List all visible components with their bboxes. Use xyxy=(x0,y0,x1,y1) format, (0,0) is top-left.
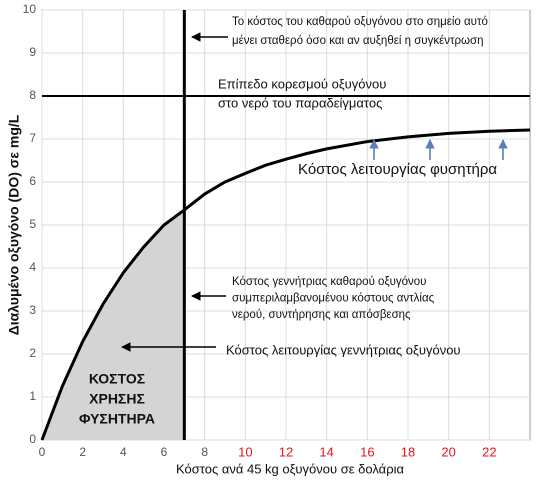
y-tick-label: 2 xyxy=(29,346,36,360)
area-label: ΦΥΣΗΤΗΡΑ xyxy=(79,411,155,427)
curve xyxy=(40,128,531,441)
x-tick-label: 12 xyxy=(279,444,293,459)
y-tick-label: 3 xyxy=(29,303,36,317)
x-tick-label: 14 xyxy=(319,444,333,459)
annotation: νερού, συντήρησης και απόσβεσης xyxy=(232,309,411,321)
annotation: Επίπεδο κορεσμού οξυγόνου xyxy=(218,76,386,91)
y-axis-label: Διαλυμένο οξυγόνο (DO) σε mg/L xyxy=(6,114,22,335)
x-tick-label: 18 xyxy=(401,444,415,459)
y-tick-label: 6 xyxy=(29,174,36,188)
annotation: συμπεριλαμβανομένου κόστους αντλίας xyxy=(232,293,435,305)
y-tick-label: 10 xyxy=(23,2,37,16)
y-tick-label: 4 xyxy=(29,260,36,274)
y-tick-label: 1 xyxy=(29,389,36,403)
y-tick-label: 8 xyxy=(29,88,36,102)
x-tick-label: 22 xyxy=(482,444,496,459)
x-tick-label: 10 xyxy=(238,444,252,459)
area-label: ΧΡΗΣΗΣ xyxy=(89,391,145,407)
x-tick-label: 0 xyxy=(39,445,46,459)
annotation: Κόστος λειτουργίας φυσητήρα xyxy=(298,161,497,178)
x-tick-label: 4 xyxy=(120,445,127,459)
annotation: Το κόστος του καθαρού οξυγόνου στο σημεί… xyxy=(232,16,488,28)
annotation: Κόστος λειτουργίας γεννήτριας οξυγόνου xyxy=(226,342,461,357)
y-tick-label: 0 xyxy=(29,432,36,446)
annotation: μένει σταθερό όσο και αν αυξηθεί η συγκέ… xyxy=(232,35,484,47)
x-axis-label: Κόστος ανά 45 kg οξυγόνου σε δολάρια xyxy=(176,461,404,476)
y-tick-label: 7 xyxy=(29,131,36,145)
y-tick-label: 9 xyxy=(29,45,36,59)
x-tick-label: 2 xyxy=(79,445,86,459)
y-tick-label: 5 xyxy=(29,217,36,231)
area-label: ΚΟΣΤΟΣ xyxy=(89,371,145,387)
annotation: στο νερό του παραδείγματος xyxy=(218,95,382,110)
x-tick-label: 6 xyxy=(161,445,168,459)
shaded-area xyxy=(42,209,185,440)
x-tick-label: 20 xyxy=(441,444,455,459)
annotation: Κόστος γεννήτριας καθαρού οξυγόνου xyxy=(232,276,426,288)
x-tick-label: 8 xyxy=(201,445,208,459)
x-tick-label: 16 xyxy=(360,444,374,459)
